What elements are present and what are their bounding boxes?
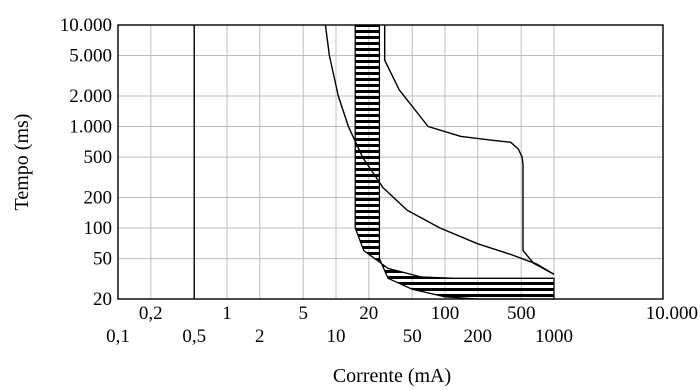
- y-tick-label: 10.000: [60, 15, 112, 36]
- plot-frame: [117, 24, 664, 300]
- x-tick-label-top: 5: [298, 303, 308, 324]
- x-tick-label-bottom: 0,1: [106, 326, 130, 347]
- y-tick-label: 2.000: [69, 86, 112, 107]
- y-tick-label: 5.000: [69, 46, 112, 67]
- y-tick-label: 1.000: [69, 117, 112, 138]
- x-tick-label-top: 20: [359, 303, 378, 324]
- y-tick-label: 200: [84, 187, 113, 208]
- x-tick-label-right: 10.000: [646, 303, 698, 324]
- x-tick-label-bottom: 50: [403, 326, 422, 347]
- data-layer: [193, 24, 555, 300]
- x-tick-label-top: 500: [507, 303, 536, 324]
- x-tick-label-bottom: 10: [327, 326, 346, 347]
- x-tick-label-top: 100: [431, 303, 460, 324]
- y-axis-title: Tempo (ms): [11, 114, 33, 211]
- x-tick-label-bottom: 0,5: [182, 326, 206, 347]
- x-tick-label-bottom: 1000: [535, 326, 573, 347]
- series-line-2: [384, 25, 555, 275]
- x-tick-label-bottom: 200: [464, 326, 493, 347]
- y-tick-label: 500: [84, 147, 113, 168]
- y-tick-label: 20: [93, 289, 112, 310]
- x-tick-label-bottom: 2: [255, 326, 265, 347]
- grid: [118, 25, 663, 299]
- x-axis-title: Corrente (mA): [333, 365, 451, 387]
- x-tick-label-top: 0,2: [139, 303, 163, 324]
- series-line-1: [324, 24, 555, 275]
- x-tick-label-top: 1: [222, 303, 232, 324]
- series-band-3: [354, 24, 555, 300]
- y-tick-label: 100: [84, 218, 113, 239]
- y-tick-label: 50: [93, 249, 112, 270]
